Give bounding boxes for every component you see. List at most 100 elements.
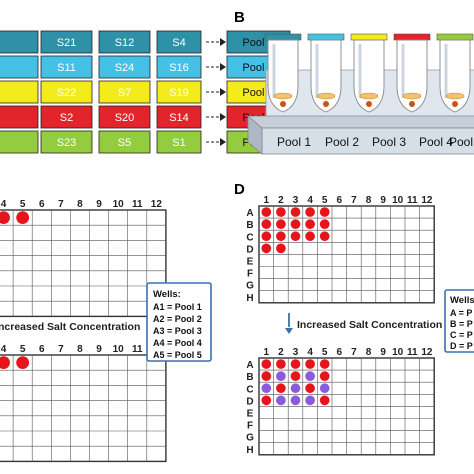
plate-column-label: 11 <box>407 195 418 206</box>
rack-side <box>247 115 263 155</box>
plate-column-label: 6 <box>337 195 343 206</box>
filled-well <box>305 231 315 242</box>
filled-well <box>276 359 286 369</box>
plate-column-label: 12 <box>421 347 433 358</box>
filled-well <box>261 219 272 229</box>
wells-legend-d-line: A = P <box>450 308 472 318</box>
plate-row-label: B <box>246 372 253 383</box>
plate-column-label: 5 <box>322 195 328 206</box>
sample-label: S21 <box>57 37 77 49</box>
filled-well <box>305 371 315 381</box>
sample-cell <box>156 80 202 104</box>
plate-column-label: 10 <box>113 199 125 210</box>
rack-pool-label: Pool 1 <box>277 135 311 149</box>
wells-legend-d-title: Wells <box>450 295 474 306</box>
sample-pellet <box>366 101 372 107</box>
plate-column-label: 6 <box>337 347 343 358</box>
filled-well <box>319 359 330 369</box>
filled-well <box>276 231 286 242</box>
wells-legend-line: A4 = Pool 4 <box>153 338 202 348</box>
sample-cell <box>0 55 39 79</box>
filled-well <box>319 383 330 394</box>
plate-column-label: 11 <box>132 344 143 355</box>
plate-column-label: 5 <box>322 347 328 358</box>
plate-row-label: F <box>247 269 253 280</box>
plate-column-label: 1 <box>264 195 270 206</box>
plate-column-label: 9 <box>380 195 386 206</box>
sample-label: S22 <box>57 87 77 99</box>
plate-column-label: 9 <box>380 347 386 358</box>
sample-pellet <box>409 101 415 107</box>
plate-border <box>0 354 167 463</box>
sample-cell <box>40 130 93 154</box>
plate-column-label: 7 <box>351 347 357 358</box>
tube-cap <box>350 33 388 41</box>
plate-row-label: E <box>247 256 254 267</box>
filled-well <box>319 219 330 229</box>
arrow-label-d: Increased Salt Concentration <box>297 319 442 331</box>
plate-column-label: 3 <box>293 347 299 358</box>
filled-well <box>290 383 301 394</box>
tube-cap <box>307 33 345 41</box>
sample-label: S20 <box>115 112 135 124</box>
tube-cap <box>436 33 474 41</box>
sample-cell <box>0 130 39 154</box>
filled-well <box>261 383 272 394</box>
sample-label: S5 <box>118 137 131 149</box>
filled-well <box>290 359 301 369</box>
tube-liquid <box>445 92 465 100</box>
plate-row-label: D <box>246 396 253 407</box>
sample-cell <box>98 55 151 79</box>
sample-label: S2 <box>60 112 73 124</box>
sample-label: S14 <box>169 112 189 124</box>
plate-row-label: H <box>246 445 253 456</box>
rack-pool-label: Pool 2 <box>325 135 359 149</box>
filled-well <box>261 359 272 369</box>
wells-legend-box-d <box>444 289 474 353</box>
tube-liquid <box>402 92 422 100</box>
tube-liquid <box>316 92 336 100</box>
sample-cell <box>156 105 202 129</box>
panel-c-plates: 4 5 6 7 8 9 10 11 12 ncreased Salt Concentration 4… <box>0 199 212 463</box>
sample-cell <box>40 55 93 79</box>
plate-row-label: B <box>246 220 253 231</box>
plate-column-label: 12 <box>421 195 433 206</box>
filled-well <box>305 359 315 369</box>
filled-well <box>0 356 10 369</box>
sample-label: S16 <box>169 62 189 74</box>
rack-pool-label: Pool 4 <box>419 135 453 149</box>
plate-column-label: 8 <box>366 195 372 206</box>
sample-cell <box>156 55 202 79</box>
sample-cell <box>40 80 93 104</box>
plate-column-label: 11 <box>407 347 418 358</box>
filled-well <box>276 243 286 254</box>
filled-well <box>319 371 330 381</box>
plate-column-label: 2 <box>278 347 284 358</box>
tube-cap <box>264 33 302 41</box>
sample-label: S19 <box>169 87 189 99</box>
sample-label: S23 <box>57 137 77 149</box>
plate-row-label: A <box>246 208 253 219</box>
arrowhead <box>220 38 226 46</box>
sample-cell <box>98 105 151 129</box>
plate-column-label: 4 <box>307 347 313 358</box>
plate-column-label: 7 <box>351 195 357 206</box>
arrowhead <box>220 138 226 146</box>
plate-column-label: 8 <box>77 344 83 355</box>
plate-row-label: C <box>246 384 253 395</box>
arrowhead <box>220 63 226 71</box>
plate-column-label: 2 <box>278 195 284 206</box>
plate-column-label: 11 <box>132 199 143 210</box>
plate-column-label: 10 <box>392 195 404 206</box>
plate-column-label: 9 <box>96 344 102 355</box>
filled-well <box>16 356 30 369</box>
plate-column-label: 10 <box>392 347 404 358</box>
wells-legend-box <box>146 282 212 362</box>
plate-row-label: G <box>246 433 254 444</box>
sample-cell <box>98 30 151 54</box>
plate-column-label: 6 <box>39 199 45 210</box>
filled-well <box>0 211 10 224</box>
